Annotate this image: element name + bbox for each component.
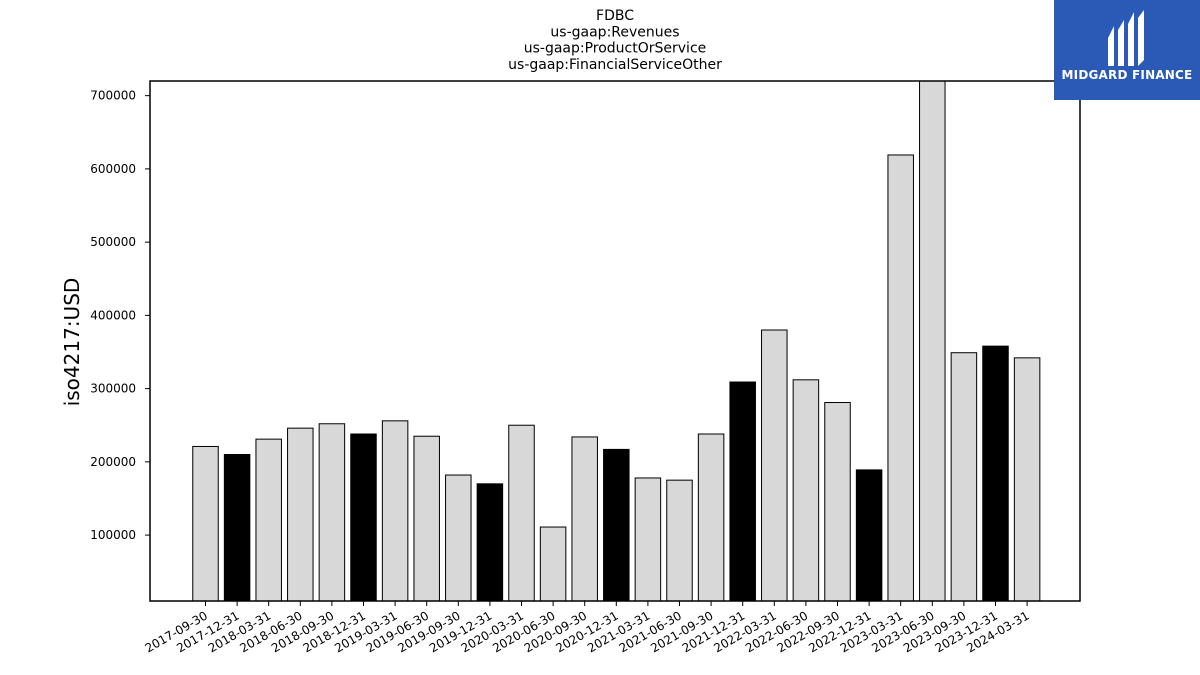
y-tick-label: 300000: [90, 382, 136, 396]
bar: [919, 80, 946, 602]
bar: [192, 445, 219, 602]
plot-area-frame: [149, 80, 1081, 602]
bar: [792, 379, 820, 602]
bar: [982, 345, 1009, 602]
y-tick-label: 200000: [90, 455, 136, 469]
bar: [508, 424, 535, 602]
midgard-m-mark-icon: [1108, 10, 1144, 66]
y-tick-label: 500000: [90, 235, 136, 249]
bar: [223, 454, 251, 602]
logo-text: MIDGARD FINANCE: [1061, 68, 1193, 82]
bar-series: [192, 80, 1041, 602]
midgard-finance-logo: MIDGARD FINANCE: [1054, 0, 1200, 100]
bar: [824, 402, 851, 602]
bar: [950, 352, 978, 602]
y-axis: 100000 200000 300000 400000 500000 600000 7000…: [90, 89, 150, 542]
chart-title-line: us-gaap:Revenues: [550, 24, 679, 40]
y-axis-label: iso4217:USD: [60, 278, 84, 407]
bar: [697, 433, 725, 602]
bar: [571, 436, 598, 602]
bar: [539, 526, 567, 602]
bar: [255, 438, 282, 602]
x-axis: 2017-09-302017-12-312018-03-312018-06-30…: [143, 601, 1032, 655]
y-tick-label: 400000: [90, 308, 136, 322]
bar: [1013, 357, 1041, 602]
chart-title: FDBCus-gaap:Revenuesus-gaap:ProductOrSer…: [508, 8, 722, 73]
bar: [729, 381, 756, 602]
bar: [666, 479, 693, 602]
bar: [476, 483, 504, 602]
bar: [603, 448, 630, 602]
y-tick-label: 600000: [90, 162, 136, 176]
bar: [287, 427, 314, 602]
bar: [634, 477, 662, 602]
bar: [855, 469, 883, 602]
chart-title-line: us-gaap:FinancialServiceOther: [508, 57, 722, 73]
bar: [413, 435, 440, 602]
bar: [350, 433, 377, 602]
bar: [761, 329, 788, 602]
y-tick-label: 100000: [90, 528, 136, 542]
bar: [381, 420, 409, 602]
bar: [318, 423, 346, 602]
chart-title-line: us-gaap:ProductOrService: [524, 41, 707, 57]
chart-title-line: FDBC: [596, 8, 634, 24]
bar: [445, 474, 472, 602]
y-tick-label: 700000: [90, 89, 136, 103]
bar: [887, 154, 914, 602]
